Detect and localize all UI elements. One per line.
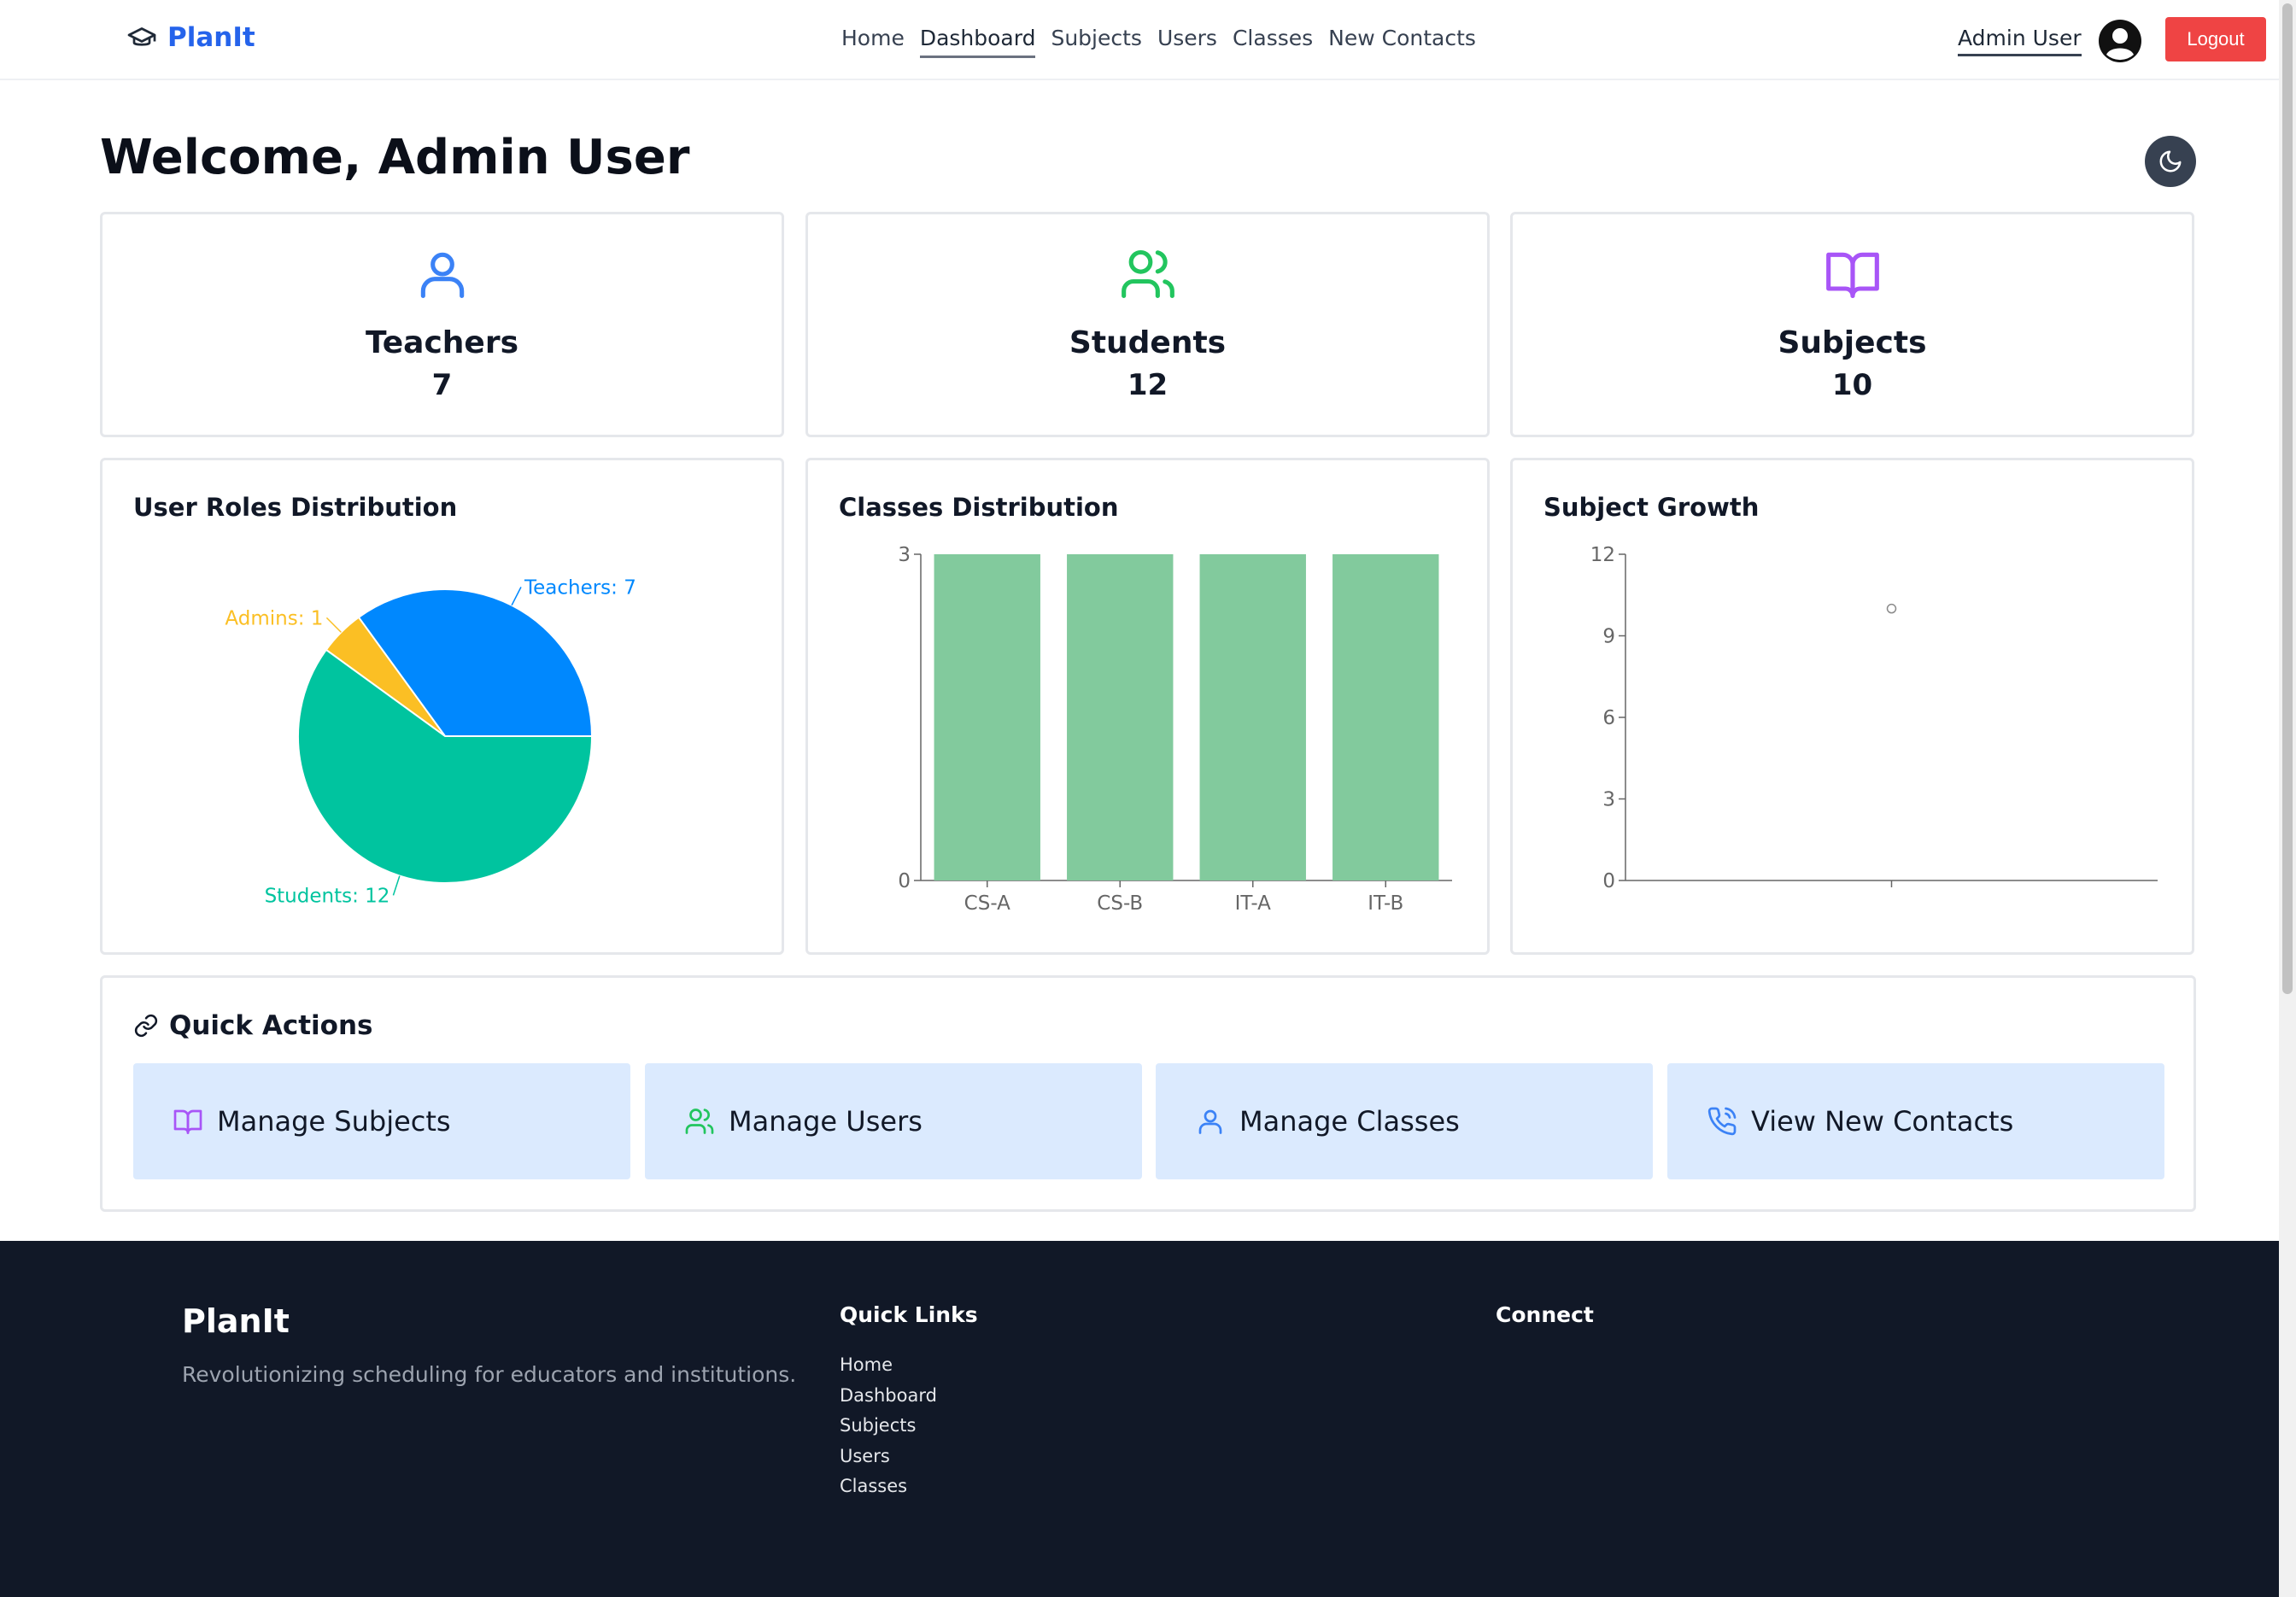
chart-card-user-roles: User Roles Distribution Teachers: 7 Admin… [100,458,784,955]
footer-brand: PlanIt [182,1302,290,1340]
chart-card-classes: Classes Distribution 0 3 CS-A CS-B IT-A IT-B [805,458,1490,955]
stat-card-subjects: Subjects 10 [1510,212,2194,437]
stat-card-teachers: Teachers 7 [100,212,784,437]
y-tick-label: 12 [1590,544,1615,566]
y-tick-label: 3 [1602,789,1615,811]
quick-actions-panel: Quick Actions Manage Subjects Manage Use… [100,975,2196,1212]
stat-value: 12 [1127,368,1168,402]
footer-connect-title: Connect [1496,1302,1594,1327]
nav-link-dashboard[interactable]: Dashboard [919,26,1036,58]
brand-name: PlanIt [167,22,255,53]
stat-card-students: Students 12 [805,212,1490,437]
chart-card-subject-growth: Subject Growth 0 3 6 9 12 [1510,458,2194,955]
pie-label: Teachers: 7 [524,576,636,599]
footer-link-users[interactable]: Users [840,1445,890,1466]
quick-actions-heading: Quick Actions [133,1010,372,1041]
theme-toggle-button[interactable] [2145,136,2196,187]
avatar-icon[interactable] [2098,19,2142,63]
page-scrollbar[interactable] [2279,0,2296,1597]
book-open-icon [1825,252,1879,299]
y-tick-label: 0 [1602,870,1615,892]
y-tick-label: 3 [898,544,911,566]
data-point [1886,603,1897,614]
footer: PlanIt Revolutionizing scheduling for ed… [0,1241,2279,1597]
pie-chart: Teachers: 7 Admins: 1 Students: 12 [225,576,636,907]
nav-link-new-contacts[interactable]: New Contacts [1328,26,1476,50]
stat-value: 7 [431,368,453,402]
bar-chart: 0 3 CS-A CS-B IT-A IT-B [898,544,1452,915]
footer-quick-links-title: Quick Links [840,1302,978,1327]
footer-link-home[interactable]: Home [840,1354,893,1375]
footer-quick-links: Home Dashboard Subjects Users Classes [840,1350,937,1502]
pie-label: Admins: 1 [225,607,323,629]
moon-icon [2159,150,2182,173]
quick-action-label: View New Contacts [1751,1105,2014,1138]
nav-links: Home Dashboard Subjects Users Classes Ne… [841,26,1476,58]
pie-slice-teachers [357,588,594,737]
footer-link-subjects[interactable]: Subjects [840,1415,917,1436]
footer-tagline: Revolutionizing scheduling for educators… [182,1362,797,1387]
stat-label: Students [1069,325,1227,360]
phone-icon [1707,1107,1737,1136]
pie-label-line [325,617,342,633]
pie-label-line [511,587,522,606]
x-tick-label: IT-A [1235,892,1272,915]
bar-cs-a [934,554,1040,880]
nav-link-subjects[interactable]: Subjects [1051,26,1142,50]
stat-label: Teachers [365,325,519,360]
footer-link-dashboard[interactable]: Dashboard [840,1384,937,1406]
pie-label-line [392,875,401,896]
navbar: PlanIt Home Dashboard Subjects Users Cla… [0,0,2296,80]
bar-it-b [1332,554,1439,880]
chart-title: Classes Distribution [839,493,1119,522]
y-tick-label: 9 [1602,626,1615,648]
welcome-heading: Welcome, Admin User [100,130,690,185]
nav-link-home[interactable]: Home [841,26,905,50]
manage-classes-button[interactable]: Manage Classes [1156,1063,1653,1179]
scrollbar-thumb[interactable] [2282,3,2293,994]
chart-title: User Roles Distribution [133,493,458,522]
users-icon [685,1109,714,1134]
quick-actions-title: Quick Actions [169,1010,373,1041]
link-icon [134,1014,158,1038]
user-icon [1198,1109,1222,1134]
stat-label: Subjects [1778,325,1927,360]
stat-value: 10 [1831,368,1873,402]
bar-cs-b [1067,554,1174,880]
pie-label: Students: 12 [265,885,390,907]
view-new-contacts-button[interactable]: View New Contacts [1667,1063,2164,1179]
nav-link-users[interactable]: Users [1157,26,1217,50]
footer-link-classes[interactable]: Classes [840,1476,908,1496]
manage-subjects-button[interactable]: Manage Subjects [133,1063,630,1179]
x-tick-label: CS-B [1097,892,1143,915]
user-icon [420,252,464,299]
bar-it-a [1199,554,1306,880]
pie-slice-students [297,648,594,884]
nav-user-name[interactable]: Admin User [1958,26,2082,56]
quick-action-label: Manage Classes [1239,1105,1460,1138]
book-open-icon [173,1109,202,1134]
manage-users-button[interactable]: Manage Users [645,1063,1142,1179]
quick-action-label: Manage Users [729,1105,922,1138]
y-tick-label: 6 [1602,707,1615,729]
nav-link-classes[interactable]: Classes [1232,26,1314,50]
brand-link[interactable]: PlanIt [126,22,255,53]
logout-button[interactable]: Logout [2165,17,2266,61]
graduation-cap-icon [127,27,156,46]
x-tick-label: IT-B [1368,892,1403,915]
x-tick-label: CS-A [964,892,1010,915]
chart-title: Subject Growth [1543,493,1760,522]
line-chart: 0 3 6 9 12 [1590,544,2158,892]
quick-action-label: Manage Subjects [217,1105,451,1138]
y-tick-label: 0 [898,870,911,892]
users-icon [1121,249,1174,299]
